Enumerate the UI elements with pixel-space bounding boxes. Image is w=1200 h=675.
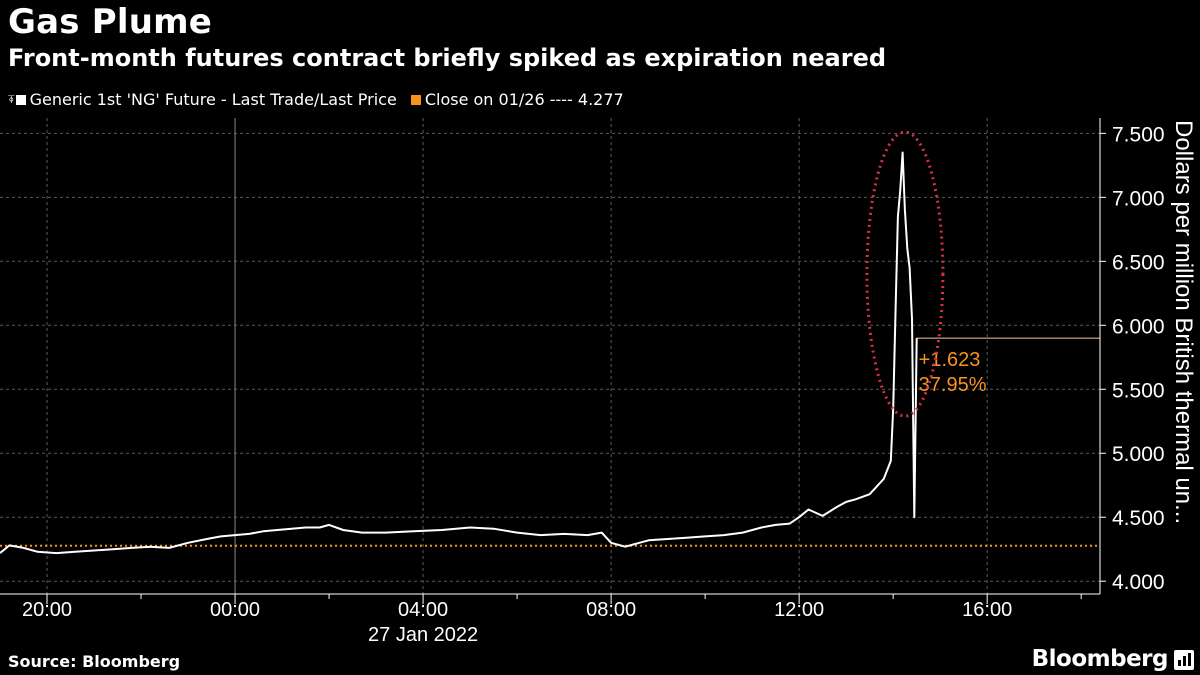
x-tick-label: 04:00 bbox=[398, 599, 448, 621]
legend-line-icon: ⍕ bbox=[8, 92, 15, 106]
y-tick-label: 6.000 bbox=[1112, 315, 1165, 338]
x-tick-label: 20:00 bbox=[22, 599, 72, 621]
y-tick-label: 7.500 bbox=[1112, 123, 1165, 146]
spike-highlight-circle bbox=[865, 130, 945, 418]
reference-layer bbox=[0, 337, 1100, 547]
x-tick-label: 16:00 bbox=[962, 599, 1012, 621]
chart-title: Gas Plume bbox=[8, 2, 212, 42]
source-note: Source: Bloomberg bbox=[8, 652, 181, 671]
legend-item-series: ⍕ Generic 1st 'NG' Future - Last Trade/L… bbox=[8, 90, 397, 109]
legend: ⍕ Generic 1st 'NG' Future - Last Trade/L… bbox=[8, 90, 638, 109]
x-date-label: 27 Jan 2022 bbox=[368, 624, 478, 646]
y-axis-title: Dollars per million British thermal un..… bbox=[1170, 120, 1197, 524]
grid bbox=[0, 118, 1100, 594]
y-tick-label: 5.500 bbox=[1112, 379, 1165, 402]
y-tick-label: 7.000 bbox=[1112, 187, 1165, 210]
x-tick-label: 08:00 bbox=[586, 599, 636, 621]
bloomberg-terminal-icon bbox=[1174, 650, 1194, 670]
percent-annotation: 37.95% bbox=[919, 374, 987, 396]
legend-label-series: Generic 1st 'NG' Future - Last Trade/Las… bbox=[29, 90, 397, 109]
price-series-line bbox=[0, 151, 918, 555]
chart-subtitle: Front-month futures contract briefly spi… bbox=[8, 44, 887, 72]
x-tick-label: 12:00 bbox=[774, 599, 824, 621]
x-tick-label: 00:00 bbox=[210, 599, 260, 621]
y-tick-label: 4.000 bbox=[1112, 571, 1165, 594]
y-tick-label: 4.500 bbox=[1112, 507, 1165, 530]
brand-logo: Bloomberg bbox=[1031, 646, 1169, 672]
legend-swatch-series bbox=[15, 94, 26, 105]
legend-swatch-close bbox=[410, 94, 421, 105]
change-annotation: +1.623 bbox=[919, 349, 981, 371]
annotations: +1.623 37.95% bbox=[865, 130, 987, 418]
legend-label-close: Close on 01/26 ---- 4.277 bbox=[424, 90, 624, 109]
y-tick-label: 5.000 bbox=[1112, 443, 1165, 466]
legend-item-close: Close on 01/26 ---- 4.277 bbox=[410, 90, 624, 109]
y-tick-label: 6.500 bbox=[1112, 251, 1165, 274]
series-layer bbox=[0, 151, 918, 555]
axes: 4.000 4.500 5.000 5.500 6.000 6.500 7.000 7.500… bbox=[0, 118, 1197, 646]
